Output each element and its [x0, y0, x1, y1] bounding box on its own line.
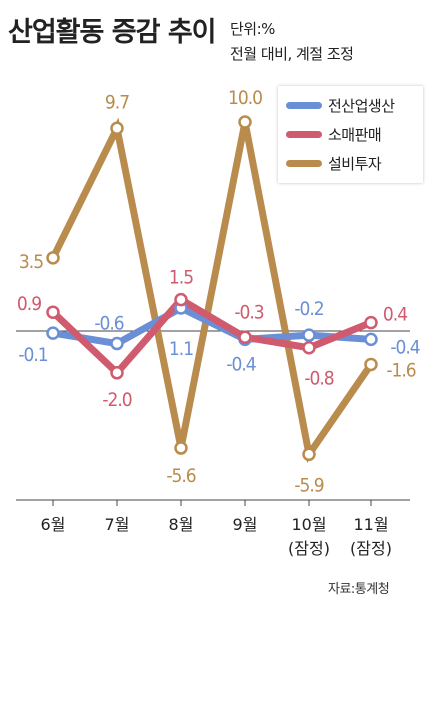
- data-point-retail-2: [174, 292, 188, 307]
- chart-title: 산업활동 증감 추이: [8, 17, 217, 48]
- data-point-investment-2: [174, 441, 188, 455]
- data-label-industry-4: -0.2: [294, 298, 323, 320]
- x-tick-label-1: 7월: [105, 515, 130, 534]
- data-label-investment-3: 10.0: [228, 87, 262, 109]
- legend-swatch-investment: [286, 159, 322, 167]
- series-line-industry: [49, 304, 375, 348]
- legend-swatch-retail: [286, 130, 322, 138]
- data-label-retail-5: 0.4: [383, 304, 407, 326]
- source-label: 자료:통계청: [328, 582, 390, 597]
- data-point-retail-1: [110, 366, 124, 380]
- data-label-industry-5: -0.4: [390, 336, 419, 358]
- data-point-industry-1: [110, 336, 124, 351]
- data-label-retail-3: -0.3: [234, 301, 263, 323]
- data-point-investment-0: [46, 251, 60, 265]
- data-label-investment-5: -1.6: [386, 359, 415, 381]
- adjustment-note: 전월 대비, 계절 조정: [230, 45, 354, 63]
- legend-item-investment: 설비투자: [286, 152, 382, 174]
- data-label-industry-2: 1.1: [169, 338, 193, 360]
- data-point-retail-5: [364, 315, 378, 330]
- data-point-retail-0: [46, 305, 60, 319]
- x-tick-label-4-sub: (잠정): [288, 539, 330, 558]
- unit-label: 단위:%: [230, 20, 275, 38]
- data-point-investment-3: [238, 115, 252, 129]
- data-point-investment-1: [110, 121, 124, 136]
- data-label-retail-4: -0.8: [304, 368, 333, 390]
- data-point-investment-5: [364, 357, 378, 372]
- data-label-investment-2: -5.6: [166, 465, 195, 487]
- x-tick-label-5-sub: (잠정): [350, 539, 392, 558]
- legend-label-industry: 전산업생산: [328, 96, 395, 115]
- x-tick-label-2: 8월: [169, 515, 194, 534]
- data-point-industry-4: [302, 328, 316, 342]
- data-point-industry-5: [364, 332, 378, 347]
- data-point-retail-3: [238, 330, 252, 345]
- legend-item-retail: 소매판매: [286, 123, 382, 145]
- data-point-retail-4: [302, 340, 316, 355]
- data-label-investment-4: -5.9: [294, 474, 323, 496]
- data-label-industry-0: -0.1: [18, 344, 47, 366]
- x-tick-label-0: 6월: [41, 515, 66, 534]
- legend: 전산업생산 소매판매 설비투자: [278, 86, 423, 183]
- series-line-investment: [49, 117, 375, 464]
- legend-label-investment: 설비투자: [328, 154, 382, 173]
- x-tick-label-4: 10월: [291, 515, 326, 534]
- x-tick-label-3: 9월: [233, 515, 258, 534]
- data-label-investment-0: 3.5: [19, 251, 43, 273]
- data-label-retail-0: 0.9: [17, 293, 41, 315]
- data-label-industry-3: -0.4: [226, 353, 255, 375]
- legend-swatch-industry: [286, 101, 322, 109]
- data-label-retail-2: 1.5: [169, 267, 193, 289]
- legend-item-industry: 전산업생산: [286, 94, 395, 116]
- data-label-industry-1: -0.6: [94, 313, 123, 335]
- data-point-industry-0: [46, 326, 60, 340]
- x-tick-label-5: 11월: [353, 515, 388, 534]
- data-label-investment-1: 9.7: [105, 91, 129, 113]
- data-label-retail-1: -2.0: [102, 389, 131, 411]
- data-point-investment-4: [302, 447, 316, 462]
- legend-label-retail: 소매판매: [328, 125, 382, 144]
- series-line-retail: [49, 295, 375, 378]
